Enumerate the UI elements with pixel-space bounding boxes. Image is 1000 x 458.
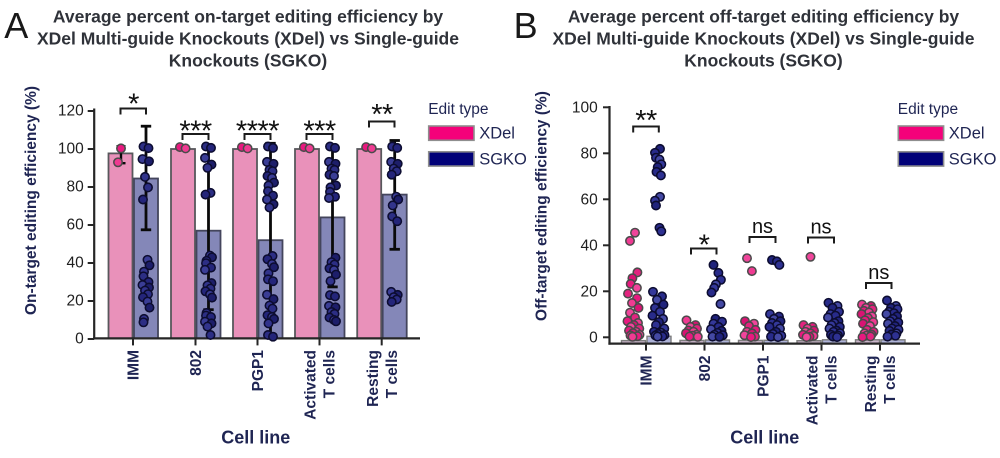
svg-text:Off-target editing efficiency: Off-target editing efficiency (%) bbox=[534, 91, 551, 321]
svg-text:*: * bbox=[699, 230, 710, 262]
svg-text:80: 80 bbox=[67, 179, 85, 196]
svg-text:Knockouts (SGKO): Knockouts (SGKO) bbox=[684, 51, 842, 71]
svg-text:ns: ns bbox=[752, 216, 773, 238]
svg-text:Edit type: Edit type bbox=[428, 101, 488, 118]
svg-text:100: 100 bbox=[572, 100, 598, 117]
svg-text:T cells: T cells bbox=[322, 350, 339, 398]
svg-text:40: 40 bbox=[67, 255, 85, 272]
svg-text:Activated: Activated bbox=[303, 350, 320, 420]
svg-text:120: 120 bbox=[58, 103, 84, 120]
svg-text:60: 60 bbox=[581, 192, 599, 209]
svg-text:Average percent on-target edit: Average percent on-target editing effici… bbox=[53, 7, 444, 27]
svg-text:40: 40 bbox=[581, 238, 599, 255]
svg-text:100: 100 bbox=[58, 141, 84, 158]
svg-text:ns: ns bbox=[868, 262, 889, 284]
svg-text:XDel Multi-guide Knockouts (XD: XDel Multi-guide Knockouts (XDel) vs Sin… bbox=[37, 29, 459, 49]
svg-text:PGP1: PGP1 bbox=[250, 350, 267, 392]
svg-text:B: B bbox=[514, 5, 538, 46]
svg-text:***: *** bbox=[303, 116, 336, 148]
svg-text:**: ** bbox=[371, 99, 393, 131]
svg-text:PGP1: PGP1 bbox=[756, 355, 773, 397]
svg-text:****: **** bbox=[236, 116, 279, 148]
svg-text:0: 0 bbox=[75, 331, 84, 348]
svg-text:Edit type: Edit type bbox=[898, 101, 958, 118]
svg-text:20: 20 bbox=[67, 293, 85, 310]
svg-text:IMM: IMM bbox=[126, 350, 143, 380]
svg-text:IMM: IMM bbox=[639, 356, 656, 386]
svg-text:T cells: T cells bbox=[384, 350, 401, 398]
svg-text:***: *** bbox=[179, 116, 212, 148]
svg-text:Cell line: Cell line bbox=[730, 428, 799, 448]
svg-text:802: 802 bbox=[188, 350, 205, 376]
svg-text:XDel: XDel bbox=[949, 125, 985, 143]
svg-text:A: A bbox=[4, 5, 28, 46]
svg-text:80: 80 bbox=[581, 146, 599, 163]
svg-text:0: 0 bbox=[589, 330, 598, 347]
svg-text:XDel Multi-guide Knockouts (XD: XDel Multi-guide Knockouts (XDel) vs Sin… bbox=[553, 29, 975, 49]
svg-text:Average percent off-target edi: Average percent off-target editing effic… bbox=[568, 7, 960, 27]
svg-text:T cells: T cells bbox=[882, 356, 899, 404]
svg-text:T cells: T cells bbox=[824, 356, 841, 404]
svg-text:Resting: Resting bbox=[365, 350, 382, 407]
svg-text:802: 802 bbox=[697, 356, 714, 382]
svg-text:*: * bbox=[128, 89, 139, 121]
svg-text:ns: ns bbox=[810, 217, 831, 239]
svg-text:20: 20 bbox=[581, 284, 599, 301]
svg-text:XDel: XDel bbox=[479, 125, 515, 143]
svg-text:Knockouts (SGKO): Knockouts (SGKO) bbox=[169, 51, 327, 71]
svg-text:Resting: Resting bbox=[863, 356, 880, 413]
svg-text:SGKO: SGKO bbox=[479, 151, 527, 169]
svg-text:**: ** bbox=[635, 105, 657, 137]
svg-text:SGKO: SGKO bbox=[949, 151, 997, 169]
svg-text:On-target editing efficiency (: On-target editing efficiency (%) bbox=[23, 86, 40, 315]
svg-text:Activated: Activated bbox=[805, 356, 822, 426]
svg-text:60: 60 bbox=[67, 217, 85, 234]
svg-text:Cell line: Cell line bbox=[221, 428, 290, 448]
